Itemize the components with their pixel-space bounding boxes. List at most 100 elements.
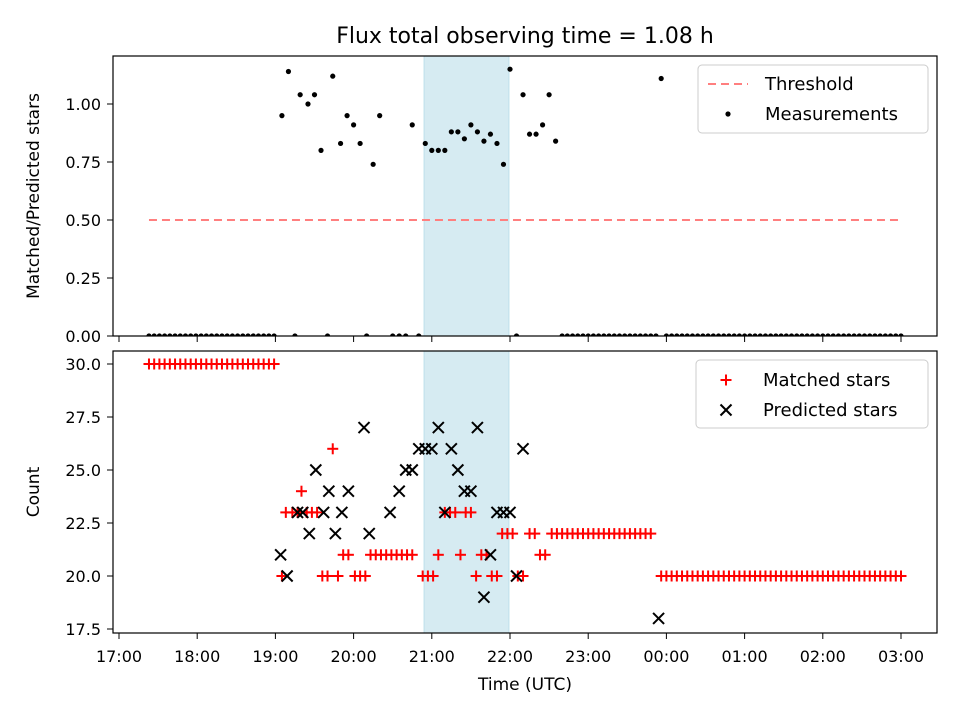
measurement-point: [778, 333, 784, 336]
measurement-point: [627, 333, 633, 336]
measurement-point: [705, 333, 711, 336]
predicted-star-point: [280, 569, 294, 583]
measurement-point: [606, 333, 612, 336]
measurement-point: [742, 333, 748, 336]
top-legend: Threshold Measurements: [697, 64, 929, 134]
predicted-star-point: [363, 527, 376, 540]
measurement-point: [364, 333, 370, 336]
measurement-point: [224, 333, 230, 336]
measurement-point: [396, 333, 402, 336]
measurement-point: [146, 333, 152, 336]
measurement-point: [357, 140, 363, 147]
matched-star-point: [449, 506, 461, 518]
bottom-xtick-label: 23:00: [565, 647, 611, 666]
matched-star-point: [311, 506, 323, 518]
legend-matched-swatch: [720, 374, 732, 386]
matched-star-point: [470, 570, 482, 582]
matched-star-point: [491, 570, 503, 582]
measurement-points: [146, 66, 904, 336]
predicted-star-point: [477, 590, 491, 604]
measurement-point: [700, 333, 706, 336]
matched-star-point: [276, 570, 288, 582]
predicted-star-point: [503, 506, 517, 519]
legend-predicted-marker: [719, 403, 733, 417]
measurement-point: [546, 92, 552, 98]
measurement-point: [559, 333, 565, 336]
predicted-star-point: [471, 421, 484, 434]
measurement-point: [172, 333, 178, 336]
matched-star-point: [454, 549, 466, 561]
predicted-star-point: [432, 421, 445, 434]
predicted-star-point: [296, 506, 309, 519]
predicted-star-point: [291, 506, 304, 519]
measurement-point: [229, 333, 235, 336]
measurement-point: [596, 333, 602, 336]
measurement-point: [330, 73, 336, 79]
measurement-point: [715, 333, 722, 336]
bottom-xtick-label: 19:00: [252, 647, 298, 666]
measurement-point: [611, 333, 617, 336]
measurement-point: [898, 333, 904, 336]
measurement-point: [653, 333, 659, 336]
measurement-point: [324, 333, 331, 336]
measurement-point: [520, 92, 526, 98]
measurement-point: [882, 333, 888, 336]
top-ytick-label: 0.00: [65, 327, 101, 346]
predicted-star-point: [464, 484, 478, 498]
measurement-point: [872, 333, 878, 336]
measurement-point: [564, 333, 570, 336]
predicted-star-point: [329, 527, 342, 540]
matched-star-point: [322, 570, 334, 582]
measurement-point: [539, 122, 546, 128]
measurement-point: [762, 333, 769, 336]
matched-star-point: [645, 528, 657, 540]
bottom-xtick-label: 03:00: [878, 647, 924, 666]
measurement-point: [861, 333, 868, 336]
bottom-ytick-label: 25.0: [65, 461, 101, 480]
measurement-point: [825, 333, 831, 336]
measurement-point: [526, 131, 533, 137]
measurement-point: [768, 333, 774, 336]
top-ytick-label: 0.25: [65, 269, 101, 288]
measurement-point: [887, 333, 894, 336]
matched-star-point: [406, 549, 418, 561]
measurement-point: [461, 136, 467, 142]
measurement-point: [214, 333, 220, 336]
predicted-star-point: [303, 527, 316, 540]
measurement-point: [403, 333, 409, 336]
bottom-x-ticks: 17:00 18:00 19:00 20:00 21:00 22:00 23:00 00:00…: [96, 633, 924, 666]
measurement-point: [297, 92, 303, 98]
measurement-point: [846, 333, 852, 336]
bottom-xtick-label: 00:00: [643, 647, 689, 666]
measurement-point: [261, 333, 267, 336]
predicted-star-point: [516, 442, 530, 456]
measurement-point: [877, 333, 883, 336]
top-ytick-label: 0.75: [65, 153, 101, 172]
measurement-point: [580, 333, 586, 336]
measurement-point: [804, 333, 810, 336]
measurement-point: [736, 333, 742, 336]
measurement-point: [474, 129, 481, 135]
predicted-star-point: [322, 484, 336, 498]
measurement-point: [370, 161, 376, 167]
measurement-point: [788, 333, 795, 336]
top-ytick-label: 1.00: [65, 95, 101, 114]
measurement-point: [344, 113, 350, 119]
bottom-xtick-label: 02:00: [800, 647, 846, 666]
matched-star-point: [432, 549, 444, 561]
bottom-ytick-label: 30.0: [65, 355, 101, 374]
measurement-point: [337, 140, 344, 147]
measurement-point: [500, 161, 507, 167]
bottom-xtick-label: 18:00: [174, 647, 220, 666]
measurement-point: [695, 333, 701, 336]
matched-star-point: [517, 570, 529, 582]
predicted-star-point: [451, 463, 465, 477]
predicted-star-point: [425, 442, 439, 456]
predicted-star-point: [484, 548, 497, 562]
x-axis-label: Time (UTC): [477, 675, 572, 695]
measurement-point: [679, 333, 685, 336]
predicted-star-point: [309, 463, 323, 477]
measurement-point: [726, 333, 732, 336]
predicted-star-point: [357, 421, 371, 434]
measurement-point: [721, 333, 727, 336]
